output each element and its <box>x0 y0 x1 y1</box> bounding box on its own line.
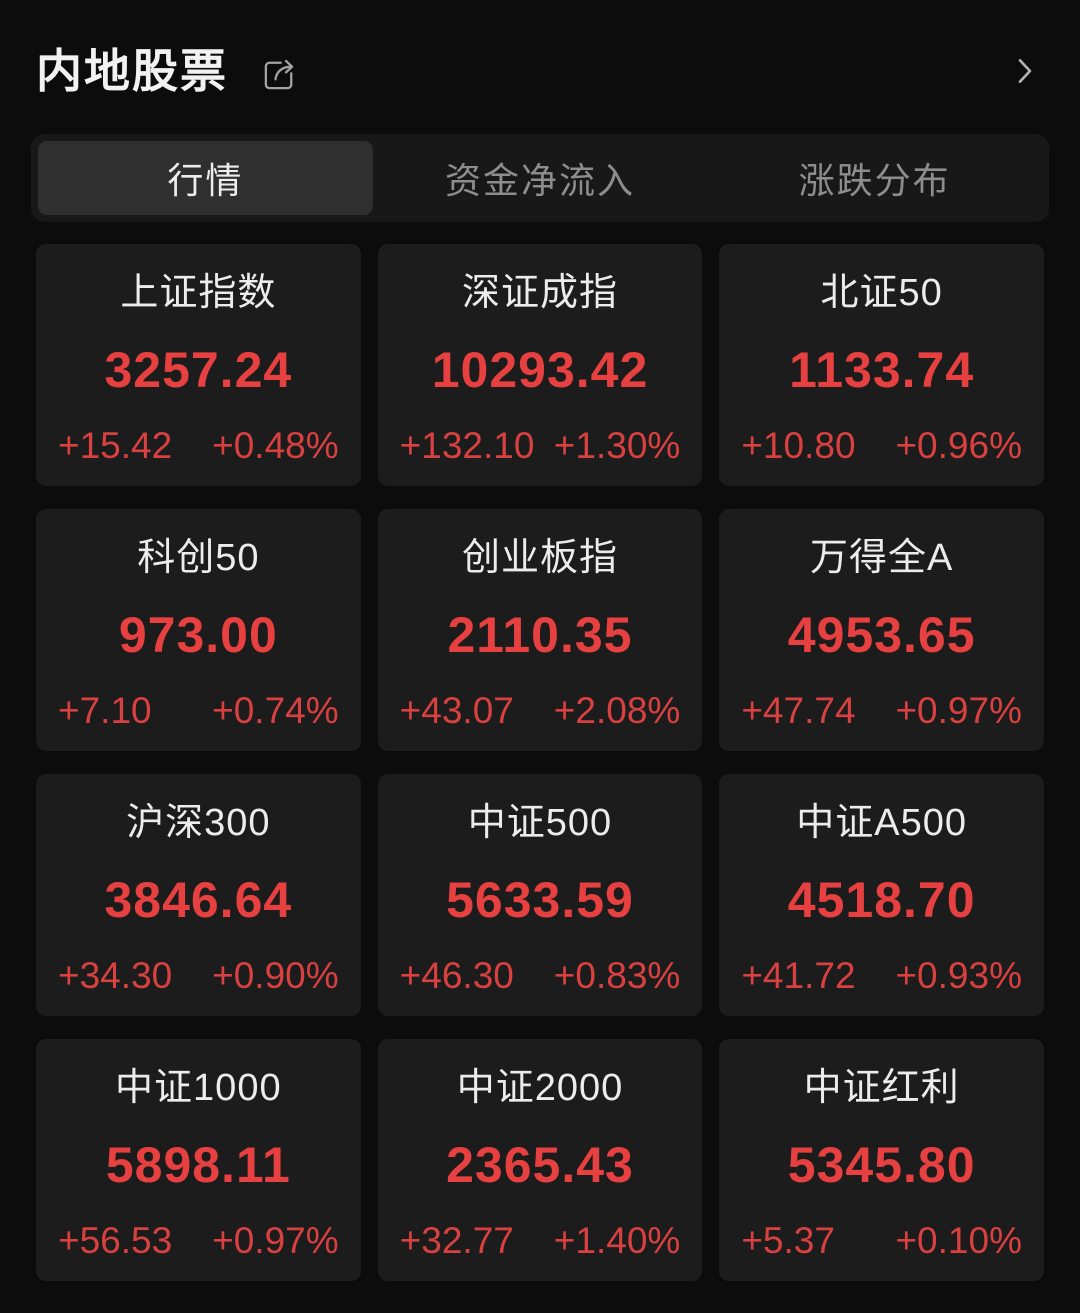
index-value: 4953.65 <box>787 606 976 663</box>
index-card[interactable]: 中证红利 5345.80 +5.37 +0.10% <box>719 1039 1044 1281</box>
index-card[interactable]: 创业板指 2110.35 +43.07 +2.08% <box>377 509 703 751</box>
index-card[interactable]: 沪深300 3846.64 +34.30 +0.90% <box>36 774 361 1016</box>
index-change: +132.10 <box>399 425 535 466</box>
index-card[interactable]: 科创50 973.00 +7.10 +0.74% <box>36 509 361 751</box>
index-change-row: +47.74 +0.97% <box>741 692 1022 729</box>
index-change: +41.72 <box>741 955 856 996</box>
tab-advance-decline-distribution[interactable]: 涨跌分布 <box>798 160 951 201</box>
index-change-pct: +0.96% <box>895 425 1022 466</box>
index-change: +56.53 <box>58 1220 173 1261</box>
index-change: +47.74 <box>741 690 856 731</box>
index-grid: 上证指数 3257.24 +15.42 +0.48% 深证成指 10293.42… <box>36 244 1044 1281</box>
index-change-pct: +1.40% <box>553 1220 681 1261</box>
index-change-row: +46.30 +0.83% <box>400 957 681 994</box>
index-value: 5345.80 <box>787 1136 976 1193</box>
index-value: 4518.70 <box>787 871 976 928</box>
index-change-row: +56.53 +0.97% <box>58 1222 339 1259</box>
index-name: 中证A500 <box>796 802 968 844</box>
index-change-pct: +1.30% <box>553 425 681 466</box>
index-name: 中证500 <box>467 802 613 844</box>
index-change-pct: +0.93% <box>895 955 1022 996</box>
index-change: +15.42 <box>58 425 173 466</box>
index-change: +43.07 <box>399 690 514 731</box>
index-change-pct: +0.74% <box>212 690 339 731</box>
index-card[interactable]: 北证50 1133.74 +10.80 +0.96% <box>719 244 1044 486</box>
index-value: 5633.59 <box>446 871 634 928</box>
index-card[interactable]: 万得全A 4953.65 +47.74 +0.97% <box>719 509 1044 751</box>
index-change: +5.37 <box>741 1220 835 1261</box>
index-change: +46.30 <box>399 955 514 996</box>
index-name: 万得全A <box>809 537 954 579</box>
index-name: 中证1000 <box>115 1067 282 1109</box>
tab-net-capital-inflow[interactable]: 资金净流入 <box>445 160 636 201</box>
index-value: 2110.35 <box>447 606 633 663</box>
index-change: +10.80 <box>741 425 856 466</box>
index-change-pct: +0.48% <box>212 425 339 466</box>
index-value: 1133.74 <box>789 341 975 398</box>
index-value: 3257.24 <box>104 341 293 398</box>
index-change-row: +132.10 +1.30% <box>400 427 681 464</box>
index-value: 973.00 <box>118 606 278 663</box>
index-card[interactable]: 上证指数 3257.24 +15.42 +0.48% <box>36 244 361 486</box>
index-value: 10293.42 <box>431 341 649 398</box>
index-name: 中证红利 <box>803 1067 960 1109</box>
index-change: +7.10 <box>58 690 152 731</box>
index-value: 3846.64 <box>104 871 293 928</box>
index-card[interactable]: 中证1000 5898.11 +56.53 +0.97% <box>36 1039 361 1281</box>
tab-bar: 行情 资金净流入 涨跌分布 <box>31 134 1049 222</box>
index-change-row: +15.42 +0.48% <box>58 427 339 464</box>
index-change-row: +43.07 +2.08% <box>400 692 681 729</box>
index-change-row: +32.77 +1.40% <box>400 1222 681 1259</box>
index-change-row: +34.30 +0.90% <box>58 957 339 994</box>
index-change-pct: +0.83% <box>553 955 681 996</box>
index-change-pct: +0.97% <box>895 690 1022 731</box>
index-name: 中证2000 <box>456 1067 624 1109</box>
index-card[interactable]: 中证500 5633.59 +46.30 +0.83% <box>377 774 703 1016</box>
index-change-pct: +2.08% <box>553 690 681 731</box>
index-value: 5898.11 <box>105 1136 291 1193</box>
index-name: 科创50 <box>137 537 260 579</box>
index-name: 北证50 <box>820 272 943 314</box>
index-change: +34.30 <box>58 955 173 996</box>
index-card[interactable]: 中证A500 4518.70 +41.72 +0.93% <box>719 774 1044 1016</box>
index-change-row: +7.10 +0.74% <box>58 692 339 729</box>
index-change-row: +10.80 +0.96% <box>741 427 1022 464</box>
index-change-pct: +0.90% <box>212 955 339 996</box>
index-name: 深证成指 <box>461 272 618 314</box>
index-change-row: +41.72 +0.93% <box>741 957 1022 994</box>
index-card[interactable]: 深证成指 10293.42 +132.10 +1.30% <box>377 244 703 486</box>
header: 内地股票 <box>36 40 1044 102</box>
index-card[interactable]: 中证2000 2365.43 +32.77 +1.40% <box>377 1039 703 1281</box>
index-name: 上证指数 <box>120 272 277 314</box>
index-value: 2365.43 <box>446 1136 634 1193</box>
page-title: 内地股票 <box>36 45 228 97</box>
chevron-right-icon[interactable] <box>1008 54 1042 88</box>
index-name: 沪深300 <box>126 802 271 844</box>
index-change-pct: +0.97% <box>212 1220 339 1261</box>
index-change: +32.77 <box>399 1220 514 1261</box>
index-change-row: +5.37 +0.10% <box>741 1222 1022 1259</box>
index-name: 创业板指 <box>461 537 618 579</box>
index-change-pct: +0.10% <box>895 1220 1022 1261</box>
share-icon[interactable] <box>258 54 300 96</box>
tab-quotes[interactable]: 行情 <box>38 141 373 215</box>
